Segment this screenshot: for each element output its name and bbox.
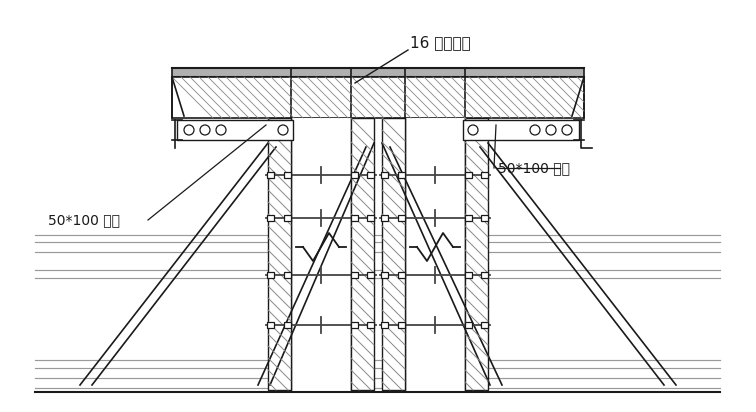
Bar <box>284 272 291 278</box>
Bar <box>267 215 274 221</box>
Bar <box>465 272 472 278</box>
Bar <box>367 215 374 221</box>
Bar <box>398 272 405 278</box>
Bar <box>381 172 388 178</box>
Bar <box>381 215 388 221</box>
Bar <box>172 77 584 118</box>
Bar <box>267 272 274 278</box>
Bar <box>284 215 291 221</box>
Bar <box>367 322 374 328</box>
Bar <box>398 215 405 221</box>
Bar <box>398 172 405 178</box>
Text: 16 厚胶合板: 16 厚胶合板 <box>410 35 471 51</box>
Bar <box>382 118 405 390</box>
Bar <box>463 120 579 140</box>
Bar <box>268 118 291 390</box>
Bar <box>481 172 488 178</box>
Text: 50*100 木方: 50*100 木方 <box>48 213 120 227</box>
Bar <box>465 172 472 178</box>
Bar <box>367 172 374 178</box>
Bar <box>367 272 374 278</box>
Bar <box>351 118 374 390</box>
Bar <box>172 68 584 77</box>
Bar <box>381 322 388 328</box>
Bar <box>465 215 472 221</box>
Bar <box>465 322 472 328</box>
Bar <box>284 322 291 328</box>
Bar <box>267 322 274 328</box>
Bar <box>481 272 488 278</box>
Bar <box>465 118 488 390</box>
Bar <box>481 215 488 221</box>
Bar <box>481 322 488 328</box>
Bar <box>405 118 465 390</box>
Bar <box>351 172 358 178</box>
Bar <box>351 322 358 328</box>
Bar <box>291 118 351 390</box>
Bar <box>284 172 291 178</box>
Bar <box>351 272 358 278</box>
Bar <box>267 172 274 178</box>
Text: 50*100 木方: 50*100 木方 <box>498 161 570 175</box>
Bar <box>177 120 293 140</box>
Bar <box>381 272 388 278</box>
Bar <box>351 215 358 221</box>
Bar <box>398 322 405 328</box>
